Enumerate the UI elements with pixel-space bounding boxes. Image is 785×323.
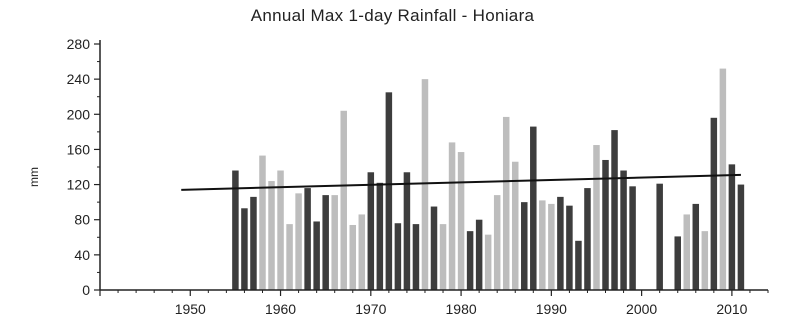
- bar-1988: [530, 126, 537, 290]
- bar-1956: [241, 208, 248, 290]
- bar-1971: [376, 182, 384, 290]
- x-tick-label: 2010: [716, 301, 747, 317]
- bar-1957: [250, 196, 257, 290]
- x-tick-label: 1970: [355, 301, 386, 317]
- y-tick-label: 240: [67, 71, 91, 87]
- bar-1979: [448, 142, 456, 290]
- trend-layer: [181, 173, 741, 191]
- bar-1982: [475, 219, 483, 290]
- bar-1997: [611, 130, 618, 290]
- bar-1960: [277, 170, 284, 290]
- bar-1961: [286, 224, 293, 290]
- bar-2006: [692, 203, 700, 290]
- bar-2011: [737, 184, 745, 290]
- bar-1995: [593, 145, 600, 290]
- bar-1966: [331, 195, 338, 290]
- bar-1965: [322, 195, 329, 290]
- bar-1992: [566, 205, 573, 290]
- bar-1967: [340, 110, 347, 291]
- bar-1955: [232, 170, 239, 290]
- bar-1958: [259, 155, 266, 290]
- bar-1984: [493, 195, 501, 290]
- bar-1977: [430, 206, 438, 290]
- bar-1959: [268, 181, 275, 290]
- bar-1991: [557, 196, 564, 290]
- axes-layer: 0 40 80 120 160 200 240 280 1950 1960 1970 1980 1990…: [27, 36, 769, 317]
- bars-layer: [232, 68, 745, 291]
- bar-1969: [358, 214, 366, 290]
- x-tick-label: 1950: [175, 301, 206, 317]
- bar-1968: [349, 224, 357, 290]
- bar-1963: [304, 188, 311, 290]
- bar-2004: [674, 236, 681, 290]
- bar-1976: [421, 79, 429, 290]
- trend-line: [181, 173, 741, 191]
- bar-1981: [466, 231, 474, 290]
- bar-2002: [656, 183, 663, 290]
- bar-1996: [602, 159, 609, 290]
- bar-1999: [629, 186, 636, 290]
- bar-1987: [521, 202, 528, 290]
- bar-1983: [484, 234, 492, 290]
- bar-1986: [511, 161, 519, 290]
- y-tick-label: 80: [74, 212, 90, 228]
- bar-1970: [367, 172, 375, 290]
- chart-title: Annual Max 1-day Rainfall - Honiara: [250, 6, 535, 25]
- bar-1973: [394, 223, 402, 290]
- y-tick-label: 280: [67, 36, 91, 52]
- bar-2007: [701, 231, 709, 290]
- bar-1980: [457, 152, 465, 290]
- x-tick-label: 1990: [536, 301, 567, 317]
- bar-2008: [710, 117, 718, 290]
- y-tick-label: 40: [74, 247, 90, 263]
- bar-1964: [313, 221, 320, 290]
- bar-1978: [439, 224, 447, 290]
- bar-1990: [548, 203, 555, 290]
- bar-1993: [575, 240, 582, 290]
- y-axis-label: mm: [27, 167, 41, 187]
- bar-2009: [719, 68, 727, 290]
- x-tick-label: 2000: [626, 301, 657, 317]
- y-tick-label: 0: [82, 282, 90, 298]
- bar-1962: [295, 193, 302, 290]
- bar-1998: [620, 170, 627, 290]
- bar-1975: [412, 224, 420, 290]
- y-tick-label: 200: [67, 106, 91, 122]
- bar-1974: [403, 172, 411, 290]
- x-tick-label: 1980: [446, 301, 477, 317]
- y-tick-label: 120: [67, 177, 91, 193]
- bar-1985: [502, 116, 510, 290]
- y-tick-label: 160: [67, 141, 91, 157]
- bar-1972: [385, 92, 393, 290]
- x-tick-label: 1960: [265, 301, 296, 317]
- bar-1994: [584, 188, 591, 290]
- bar-2010: [728, 164, 736, 290]
- bar-2005: [683, 214, 691, 290]
- bar-1989: [539, 200, 546, 290]
